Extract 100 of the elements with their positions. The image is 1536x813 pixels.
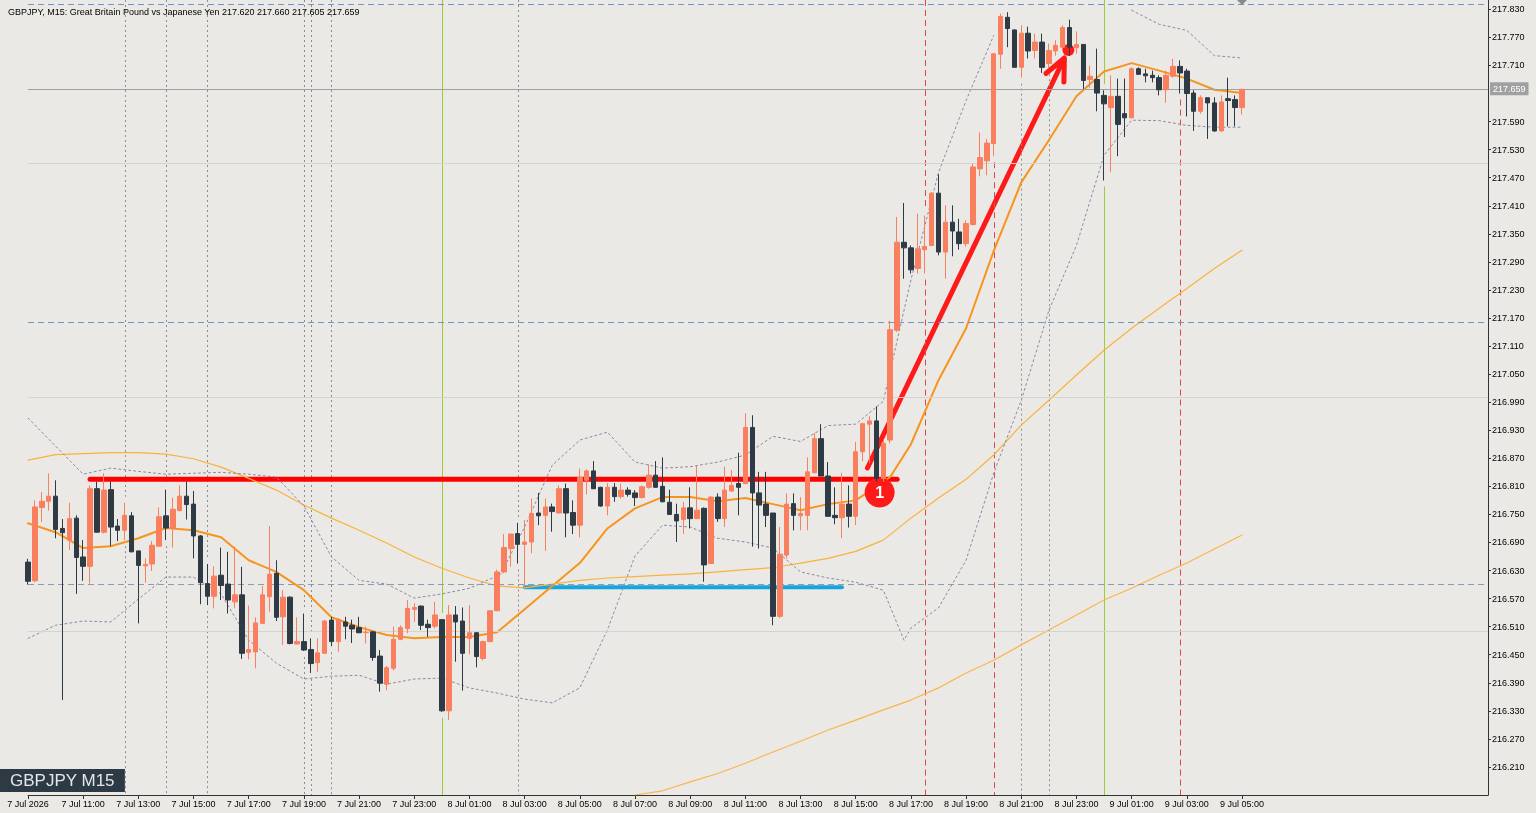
candlestick: [191, 490, 196, 559]
y-tick-label: 217.230: [1492, 284, 1525, 295]
candlestick: [25, 558, 31, 586]
x-tick-label: 7 Jul 11:00: [61, 798, 105, 809]
candlestick: [860, 422, 865, 462]
candlestick: [791, 492, 796, 531]
x-tick-label: 7 Jul 23:00: [392, 798, 437, 809]
y-tick-label: 216.990: [1492, 397, 1525, 408]
candlestick: [853, 441, 858, 526]
line-series: [27, 119, 1243, 704]
candlestick: [812, 432, 817, 474]
x-tick-label: 9 Jul 01:00: [1109, 798, 1154, 809]
candlestick: [1094, 48, 1100, 112]
candlestick: [260, 585, 265, 624]
candlestick: [1212, 96, 1217, 133]
candlestick: [322, 619, 327, 654]
candlestick: [474, 631, 479, 668]
candlestick: [543, 498, 548, 552]
candlestick: [694, 464, 700, 520]
candlestick: [653, 460, 658, 489]
y-tick-label: 216.210: [1492, 761, 1525, 772]
candlestick: [805, 456, 810, 531]
candlestick: [129, 511, 134, 553]
y-tick-label: 216.930: [1492, 425, 1525, 436]
y-tick-label: 217.830: [1492, 4, 1525, 15]
candlestick: [998, 13, 1003, 70]
y-tick-label: 217.770: [1492, 32, 1525, 43]
candlestick: [591, 460, 596, 490]
candlestick: [1032, 33, 1038, 59]
candlestick: [522, 519, 527, 588]
x-tick-label: 7 Jul 2026: [7, 798, 49, 809]
candlestick: [515, 522, 520, 565]
candlestick: [943, 204, 948, 280]
x-tick-label: 8 Jul 15:00: [833, 798, 878, 809]
candlestick: [60, 518, 65, 701]
candlestick: [618, 483, 624, 500]
candlestick: [274, 559, 279, 622]
y-tick-label: 217.350: [1492, 228, 1525, 239]
candlestick: [1101, 89, 1107, 182]
candlestick: [1143, 68, 1148, 83]
y-tick-label: 217.710: [1492, 60, 1525, 71]
candlestick: [232, 546, 238, 609]
y-tick-label: 216.690: [1492, 537, 1525, 548]
candlestick: [846, 484, 852, 529]
candlestick: [163, 489, 169, 541]
candlestick: [467, 604, 472, 655]
candlestick: [1067, 19, 1072, 57]
candlestick: [681, 501, 686, 535]
x-tick-label: 9 Jul 05:00: [1219, 798, 1265, 809]
candlestick: [439, 618, 445, 713]
candlestick: [687, 486, 693, 529]
candlestick: [1205, 97, 1210, 140]
y-tick-label: 217.110: [1492, 341, 1524, 352]
candlestick: [294, 616, 300, 645]
candlestick: [412, 602, 417, 623]
candlestick: [446, 604, 452, 721]
text: GBPJPY, M15: Great Britain Pound vs Japanese Yen 217.620 217.660 217.605 217.659: [8, 6, 360, 17]
candlestick: [839, 472, 845, 539]
candlestick: [1239, 88, 1245, 116]
candlestick: [1012, 28, 1017, 68]
candlestick: [184, 481, 189, 521]
candlestick: [605, 482, 610, 516]
candlestick: [1081, 43, 1086, 90]
x-tick-label: 8 Jul 03:00: [502, 798, 547, 809]
x-tick-label: 8 Jul 19:00: [944, 798, 989, 809]
x-tick-label: 7 Jul 19:00: [281, 798, 326, 809]
y-tick-label: 216.450: [1492, 649, 1525, 660]
candlestick: [729, 469, 734, 493]
candlestick: [936, 173, 941, 256]
candlestick: [598, 486, 603, 508]
x-tick-label: 8 Jul 01:00: [447, 798, 492, 809]
x-tick-label: 8 Jul 11:00: [723, 798, 768, 809]
candlestick: [1108, 74, 1114, 173]
candlestick: [881, 439, 886, 483]
x-tick-label: 7 Jul 21:00: [337, 798, 382, 809]
candlestick: [1060, 24, 1065, 51]
y-tick-label: 216.630: [1492, 565, 1525, 576]
y-tick-label: 217.170: [1492, 313, 1525, 323]
candlestick: [1074, 30, 1079, 55]
candlestick: [667, 489, 672, 515]
y-tick-label: 216.390: [1492, 677, 1525, 688]
candlestick: [1025, 26, 1031, 59]
candlestick: [1005, 11, 1010, 48]
y-tick-label: 216.330: [1492, 705, 1525, 716]
candlestick: [398, 624, 403, 641]
candlestick: [136, 550, 141, 624]
y-tick-label: 217.290: [1492, 256, 1525, 267]
x-tick-label: 8 Jul 17:00: [888, 798, 933, 809]
y-tick-label: 216.750: [1492, 509, 1525, 520]
y-tick-label: 217.410: [1492, 200, 1525, 211]
candlestick: [94, 481, 100, 534]
candlestick: [736, 452, 741, 516]
y-tick-label: 216.870: [1492, 453, 1525, 464]
candlestick: [336, 617, 341, 653]
line-series: [634, 534, 1243, 796]
candlestick: [708, 495, 714, 565]
candlestick: [1219, 94, 1224, 132]
ref-line-label: 217.659: [1493, 83, 1526, 94]
candlestick: [363, 626, 369, 644]
candlestick: [453, 605, 458, 663]
